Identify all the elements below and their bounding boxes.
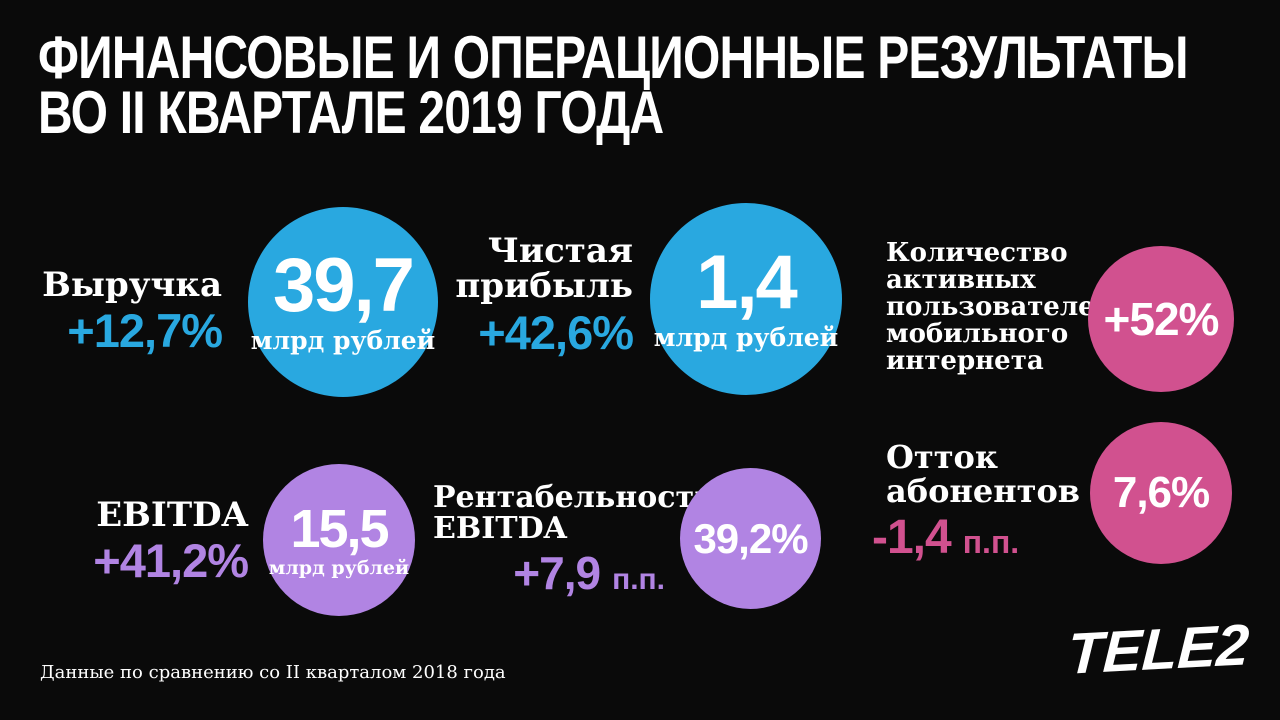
metric-net-profit-label: Чистая прибыль [455,231,633,306]
metric-ebitda-delta: +41,2% [93,534,249,587]
page-title-line1: ФИНАНСОВЫЕ И ОПЕРАЦИОННЫЕ РЕЗУЛЬТАТЫ [38,24,1189,91]
metric-net-profit-value: 1,4 [696,240,798,325]
metric-revenue-delta: +12,7% [67,304,223,357]
metric-revenue-unit: млрд рублей [250,326,436,355]
metric-churn-delta-suffix: п.п. [962,524,1020,560]
metric-ebitda-value: 15,5 [290,498,389,559]
metric-net-profit-label-block: Чистая прибыль +42,6% [428,231,634,359]
metric-revenue-circle: 39,7 млрд рублей [248,207,438,397]
metric-revenue-value: 39,7 [273,243,415,328]
tele2-logo: TELE2 [1065,612,1251,687]
metric-churn-delta: -1,4 п.п. [872,512,1082,568]
metric-mobile-users-label-block: Количество активных пользователей мобиль… [886,238,1115,376]
metric-revenue-label: Выручка [42,265,222,305]
metric-mobile-users-value: +52% [1103,293,1220,345]
metric-ebitda-circle: 15,5 млрд рублей [263,464,415,616]
metric-churn-circle: 7,6% [1090,422,1232,564]
metric-ebitda-margin-value: 39,2% [693,514,808,562]
metric-churn-label-block: Отток абонентов -1,4 п.п. [872,440,1082,568]
metric-revenue-label-block: Выручка +12,7% [40,265,223,357]
metric-churn-delta-value: -1,4 [872,511,952,564]
metric-ebitda-margin-circle: 39,2% [680,468,821,609]
metric-ebitda-margin-delta: +7,9 п.п. [433,548,665,605]
comparison-footnote: Данные по сравнению со II кварталом 2018… [40,662,506,683]
metric-mobile-users-circle: +52% [1088,246,1234,392]
metric-ebitda-margin-delta-value: +7,9 [513,547,601,599]
metric-churn-value: 7,6% [1112,468,1210,517]
page-title-line2: ВО II КВАРТАЛЕ 2019 ГОДА [38,79,664,146]
metric-ebitda-margin-delta-suffix: п.п. [612,563,665,596]
metric-net-profit-circle: 1,4 млрд рублей [650,203,842,395]
metric-ebitda-label-block: EBITDA +41,2% [58,495,249,587]
metric-ebitda-margin-label: Рентабельность EBITDA [433,480,715,546]
metric-net-profit-delta: +42,6% [478,306,634,359]
metric-ebitda-unit: млрд рублей [268,556,410,579]
metric-mobile-users-label: Количество активных пользователей мобиль… [886,238,1115,376]
metric-ebitda-margin-label-block: Рентабельность EBITDA +7,9 п.п. [433,480,715,605]
metric-churn-label: Отток абонентов [886,438,1081,510]
page-title: ФИНАНСОВЫЕ И ОПЕРАЦИОННЫЕ РЕЗУЛЬТАТЫ ВО … [38,24,1189,146]
metric-ebitda-label: EBITDA [96,495,248,535]
metric-net-profit-unit: млрд рублей [653,323,839,352]
